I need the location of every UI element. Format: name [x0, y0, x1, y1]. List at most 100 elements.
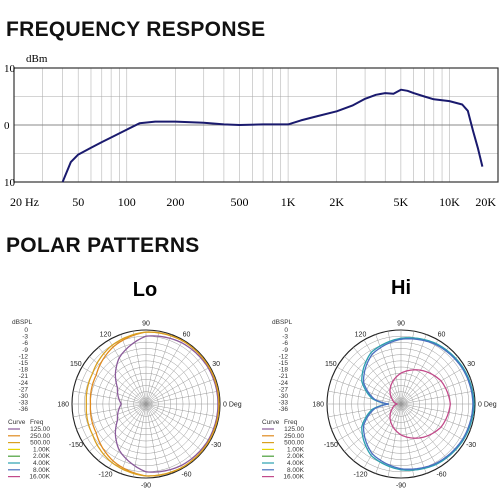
polar-spoke: [145, 334, 172, 405]
legend-freq-label: 4.00K: [287, 460, 305, 467]
polar-title-lo: Lo: [133, 279, 157, 301]
polar-curve-hi: [362, 338, 474, 470]
db-scale-tick: -3: [282, 334, 288, 341]
polar-spoke: [89, 356, 147, 405]
polar-spoke: [98, 347, 147, 405]
polar-spoke: [145, 403, 160, 477]
angle-label: 180: [312, 402, 324, 409]
polar-spoke: [400, 403, 439, 469]
polar-spoke: [145, 403, 203, 452]
polar-spoke: [145, 347, 194, 405]
polar-spoke: [145, 403, 172, 474]
polar-spoke: [400, 356, 458, 405]
polar-spoke: [73, 390, 147, 405]
polar-spoke: [387, 331, 402, 405]
db-scale-tick: -33: [279, 400, 289, 407]
angle-label: -120: [353, 472, 367, 479]
polar-spoke: [400, 366, 466, 405]
angle-label: 120: [100, 331, 112, 338]
polar-spoke: [387, 403, 402, 477]
polar-title-hi: Hi: [391, 277, 411, 299]
db-scale-tick: -21: [279, 373, 289, 380]
db-scale-tick: -30: [19, 393, 29, 400]
y-tick-label: 10: [4, 177, 16, 189]
polar-spoke: [400, 339, 439, 405]
db-scale-tick: -6: [22, 340, 28, 347]
angle-label: 60: [183, 331, 191, 338]
angle-label: 150: [325, 361, 337, 368]
polar-spoke: [363, 403, 402, 469]
db-scale-tick: -33: [19, 400, 29, 407]
db-scale-tick: -12: [279, 353, 289, 360]
db-scale-tick: -9: [282, 347, 288, 354]
polar-spoke: [336, 366, 402, 405]
polar-spoke: [400, 347, 449, 405]
db-scale-tick: -3: [22, 334, 28, 341]
angle-label: 90: [397, 321, 405, 328]
legend-freq-label: 16.00K: [29, 474, 50, 481]
angle-label: -150: [324, 442, 338, 449]
db-scale-tick: -18: [19, 367, 29, 374]
angle-label: 0 Deg: [478, 402, 497, 409]
y-tick-label: 10: [4, 63, 16, 75]
polar-spoke: [400, 403, 466, 442]
polar-spoke: [145, 403, 194, 461]
frequency-response-heading: FREQUENCY RESPONSE: [6, 18, 266, 41]
polar-spoke: [363, 339, 402, 405]
polar-patterns-heading: POLAR PATTERNS: [6, 234, 200, 257]
angle-label: -90: [396, 483, 406, 490]
polar-spoke: [400, 403, 449, 461]
polar-spoke: [73, 403, 147, 418]
db-scale-tick: -24: [19, 380, 29, 387]
polar-spoke: [400, 403, 471, 430]
x-tick-label: 100: [118, 195, 136, 209]
legend-freq-label: 500.00: [30, 440, 50, 447]
db-scale-tick: -21: [19, 373, 29, 380]
db-scale-tick: -12: [19, 353, 29, 360]
polar-spoke: [328, 403, 402, 418]
db-scale-tick: -27: [279, 386, 289, 393]
polar-spoke: [400, 331, 415, 405]
legend-freq-label: 500.00: [284, 440, 304, 447]
polar-spoke: [132, 331, 147, 405]
db-scale-tick: -9: [22, 347, 28, 354]
angle-label: 60: [438, 331, 446, 338]
legend-header-freq: Freq: [284, 419, 298, 426]
polar-spoke: [120, 403, 147, 474]
db-scale-tick: -30: [279, 393, 289, 400]
polar-spoke: [145, 390, 219, 405]
polar-spoke: [145, 403, 219, 418]
db-scale-tick: -18: [279, 367, 289, 374]
legend-header-curve: Curve: [262, 419, 280, 426]
legend-freq-label: 250.00: [30, 433, 50, 440]
polar-spoke: [344, 356, 402, 405]
db-scale-tick: -24: [279, 380, 289, 387]
db-scale-label: dBSPL: [272, 319, 293, 326]
polar-spoke: [145, 331, 160, 405]
polar-spoke: [76, 403, 147, 430]
polar-spoke: [145, 356, 203, 405]
polar-spoke: [145, 366, 211, 405]
db-scale-tick: -15: [279, 360, 289, 367]
polar-curve-hi: [389, 369, 451, 439]
angle-label: -60: [436, 472, 446, 479]
legend-freq-label: 1.00K: [287, 446, 305, 453]
angle-label: -30: [466, 442, 476, 449]
polar-spoke: [353, 403, 402, 461]
x-tick-label: 5K: [394, 195, 409, 209]
polar-spoke: [328, 390, 402, 405]
polar-curve-lo: [114, 335, 219, 473]
polar-spoke: [400, 378, 471, 405]
legend-freq-label: 1.00K: [33, 446, 51, 453]
db-scale-tick: 0: [24, 327, 28, 334]
db-scale-tick: -36: [19, 406, 29, 413]
polar-spoke: [89, 403, 147, 452]
polar-spoke: [400, 403, 415, 477]
x-tick-label: 1K: [281, 195, 296, 209]
legend-freq-label: 125.00: [30, 426, 50, 433]
db-scale-label: dBSPL: [12, 319, 33, 326]
